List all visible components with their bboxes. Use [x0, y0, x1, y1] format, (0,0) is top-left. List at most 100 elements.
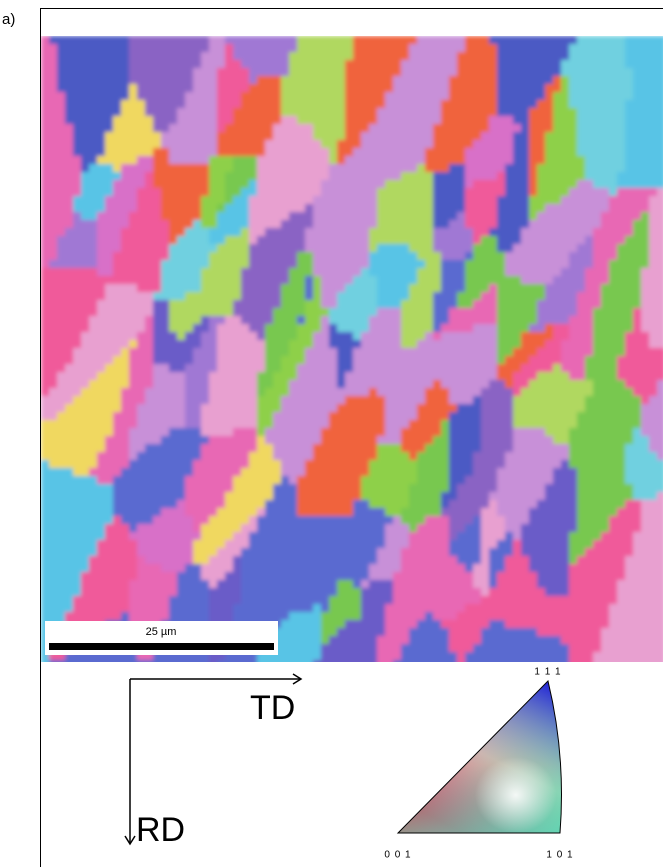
grain-cell: [129, 540, 138, 549]
grain-cell: [209, 332, 218, 341]
grain-cell: [481, 396, 490, 405]
grain-cell: [313, 228, 322, 237]
grain-cell: [289, 308, 298, 317]
grain-cell: [49, 44, 58, 53]
grain-cell: [593, 356, 602, 365]
grain-cell: [465, 444, 474, 453]
grain-cell: [57, 36, 66, 45]
grain-cell: [353, 436, 362, 445]
grain-cell: [417, 292, 426, 301]
grain-cell: [441, 332, 450, 341]
grain-cell: [649, 476, 658, 485]
grain-cell: [297, 476, 306, 485]
grain-cell: [649, 524, 658, 533]
grain-cell: [161, 76, 170, 85]
grain-cell: [617, 532, 626, 541]
grain-cell: [361, 532, 370, 541]
grain-cell: [425, 124, 434, 133]
grain-cell: [49, 228, 58, 237]
grain-cell: [497, 68, 506, 77]
grain-cell: [449, 348, 458, 357]
grain-cell: [553, 84, 562, 93]
grain-cell: [169, 292, 178, 301]
grain-cell: [385, 140, 394, 149]
grain-cell: [433, 148, 442, 157]
grain-cell: [313, 220, 322, 229]
grain-cell: [633, 508, 642, 517]
grain-cell: [161, 484, 170, 493]
grain-cell: [225, 284, 234, 293]
grain-cell: [513, 516, 522, 525]
grain-cell: [233, 300, 242, 309]
grain-cell: [49, 236, 58, 245]
grain-cell: [273, 372, 282, 381]
grain-cell: [105, 300, 114, 309]
grain-cell: [217, 300, 226, 309]
grain-cell: [377, 156, 386, 165]
grain-cell: [105, 292, 114, 301]
grain-cell: [65, 140, 74, 149]
grain-cell: [273, 300, 282, 309]
grain-cell: [233, 500, 242, 509]
grain-cell: [457, 252, 466, 261]
grain-cell: [553, 308, 562, 317]
grain-cell: [449, 380, 458, 389]
grain-cell: [121, 388, 130, 397]
grain-cell: [481, 252, 490, 261]
grain-cell: [633, 156, 642, 165]
grain-cell: [601, 500, 610, 509]
grain-cell: [417, 228, 426, 237]
grain-cell: [401, 332, 410, 341]
grain-cell: [449, 156, 458, 165]
grain-cell: [505, 372, 514, 381]
grain-cell: [393, 44, 402, 53]
grain-cell: [641, 324, 650, 333]
grain-cell: [297, 444, 306, 453]
grain-cell: [465, 284, 474, 293]
grain-cell: [593, 236, 602, 245]
grain-cell: [145, 260, 154, 269]
grain-cell: [465, 220, 474, 229]
grain-cell: [177, 444, 186, 453]
grain-cell: [577, 84, 586, 93]
grain-cell: [121, 428, 130, 437]
grain-cell: [553, 188, 562, 197]
grain-cell: [185, 180, 194, 189]
grain-cell: [73, 172, 82, 181]
grain-cell: [41, 172, 50, 181]
grain-cell: [433, 164, 442, 173]
grain-cell: [505, 52, 514, 61]
grain-cell: [297, 300, 306, 309]
grain-cell: [657, 372, 663, 381]
grain-cell: [329, 108, 338, 117]
grain-cell: [481, 356, 490, 365]
grain-cell: [497, 460, 506, 469]
grain-cell: [233, 60, 242, 69]
grain-cell: [329, 252, 338, 261]
grain-cell: [417, 108, 426, 117]
grain-cell: [481, 52, 490, 61]
grain-cell: [353, 388, 362, 397]
grain-cell: [441, 300, 450, 309]
grain-cell: [625, 284, 634, 293]
grain-cell: [201, 276, 210, 285]
grain-cell: [153, 516, 162, 525]
grain-cell: [161, 332, 170, 341]
grain-cell: [505, 68, 514, 77]
grain-cell: [321, 164, 330, 173]
grain-cell: [657, 148, 663, 157]
grain-cell: [265, 252, 274, 261]
grain-cell: [505, 260, 514, 269]
grain-cell: [513, 508, 522, 517]
grain-cell: [145, 180, 154, 189]
grain-cell: [361, 516, 370, 525]
grain-cell: [385, 428, 394, 437]
grain-cell: [313, 164, 322, 173]
grain-cell: [449, 388, 458, 397]
grain-cell: [377, 412, 386, 421]
grain-cell: [465, 508, 474, 517]
grain-cell: [601, 132, 610, 141]
grain-cell: [89, 540, 98, 549]
grain-cell: [257, 524, 266, 533]
grain-cell: [305, 84, 314, 93]
